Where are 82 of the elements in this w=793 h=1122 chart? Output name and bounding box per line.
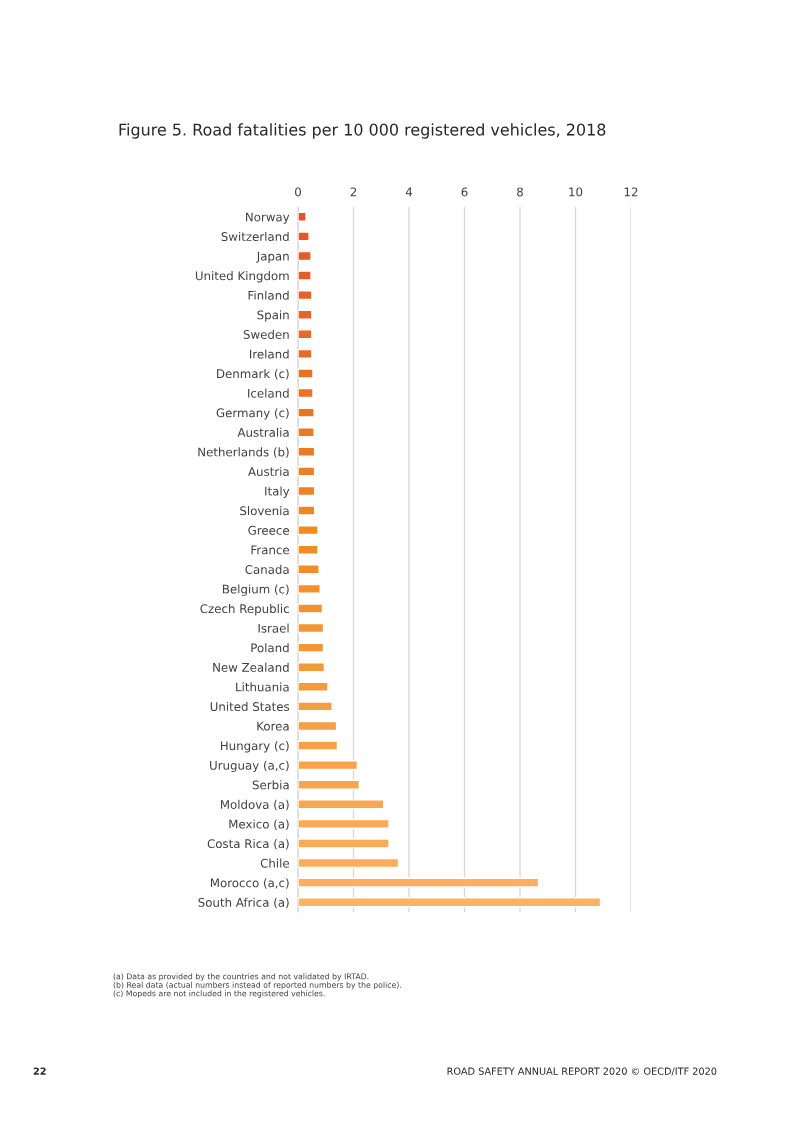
y-tick-label: Italy xyxy=(265,486,290,498)
bar xyxy=(298,290,313,301)
x-tick-label: 8 xyxy=(517,187,523,197)
bar xyxy=(298,250,312,262)
y-tick-label: United States xyxy=(210,701,290,712)
bar xyxy=(298,662,326,673)
bar xyxy=(298,701,333,712)
bar xyxy=(298,720,338,732)
bar xyxy=(298,857,400,869)
x-tick-label: 6 xyxy=(461,187,468,197)
bar xyxy=(298,407,315,418)
chart-title: Figure 5. Road fatalities per 10 000 registered vehicles, 2018 xyxy=(119,123,606,139)
bar xyxy=(298,466,316,477)
x-tick-label: 10 xyxy=(569,187,583,197)
bar xyxy=(298,760,359,771)
bar xyxy=(298,897,602,908)
y-tick-label: Iceland xyxy=(248,388,289,398)
y-tick-label: Uruguay (a,c) xyxy=(210,760,289,773)
y-tick-label: Finland xyxy=(248,290,289,300)
y-tick-label: Sweden xyxy=(243,329,289,339)
y-tick-label: Ireland xyxy=(250,349,289,359)
bar xyxy=(298,838,390,849)
y-tick-label: Japan xyxy=(256,251,289,263)
y-tick-label: Slovenia xyxy=(240,506,289,516)
bar xyxy=(298,309,313,320)
y-tick-label: Switzerland xyxy=(221,231,289,242)
y-tick-label: Moldova (a) xyxy=(221,799,289,811)
y-tick-label: Belgium (c) xyxy=(222,584,289,596)
y-tick-label: Morocco (a,c) xyxy=(210,878,289,889)
bar xyxy=(298,427,315,438)
y-tick-label: Austria xyxy=(248,466,289,477)
y-tick-label: Chile xyxy=(260,858,290,868)
y-tick-label: Canada xyxy=(245,564,289,574)
bar xyxy=(298,211,307,222)
bar xyxy=(298,740,339,751)
bar xyxy=(298,799,385,810)
bar xyxy=(298,681,329,692)
bar xyxy=(298,525,319,536)
y-tick-label: Denmark (c) xyxy=(217,368,289,380)
bar xyxy=(298,603,324,614)
bar xyxy=(298,877,540,888)
y-tick-label: Lithuania xyxy=(236,682,289,692)
x-tick-label: 12 xyxy=(624,187,638,197)
y-tick-label: Netherlands (b) xyxy=(198,447,289,458)
y-tick-label: Germany (c) xyxy=(216,408,289,420)
y-tick-label: New Zealand xyxy=(213,662,289,672)
bar xyxy=(298,622,325,634)
bar xyxy=(298,544,319,555)
y-tick-label: Spain xyxy=(257,310,289,322)
bar xyxy=(298,446,316,457)
bar xyxy=(298,270,312,281)
bar xyxy=(298,485,316,497)
y-tick-label: Mexico (a) xyxy=(229,819,289,830)
y-tick-label: Serbia xyxy=(252,780,289,790)
y-tick-label: Poland xyxy=(251,643,289,653)
bar xyxy=(298,231,310,242)
y-tick-label: South Africa (a) xyxy=(198,897,289,909)
x-tick-label: 2 xyxy=(350,187,357,197)
bar xyxy=(298,818,390,829)
y-tick-label: Greece xyxy=(248,525,290,535)
bar xyxy=(298,583,321,594)
y-tick-label: United Kingdom xyxy=(195,271,289,283)
bar xyxy=(298,387,314,399)
y-tick-label: Czech Republic xyxy=(200,603,289,616)
y-tick-label: Australia xyxy=(237,427,289,437)
y-tick-label: Israel xyxy=(258,623,289,633)
bar xyxy=(298,348,313,359)
bar xyxy=(298,505,316,516)
text: 22 xyxy=(33,1067,46,1075)
y-tick-label: Korea xyxy=(257,721,289,731)
bar xyxy=(298,368,314,379)
text: ROAD SAFETY ANNUAL REPORT 2020 © OECD/ITF 2020 xyxy=(447,1067,717,1076)
x-tick-label: 0 xyxy=(295,187,301,197)
y-tick-label: France xyxy=(251,545,290,555)
y-tick-label: Norway xyxy=(246,212,290,224)
x-tick-label: 4 xyxy=(405,187,413,197)
bar xyxy=(298,564,320,575)
bar xyxy=(298,329,313,340)
bar xyxy=(298,642,325,653)
y-tick-label: Hungary (c) xyxy=(220,741,289,753)
bar xyxy=(298,779,361,790)
y-tick-label: Costa Rica (a) xyxy=(207,838,289,850)
